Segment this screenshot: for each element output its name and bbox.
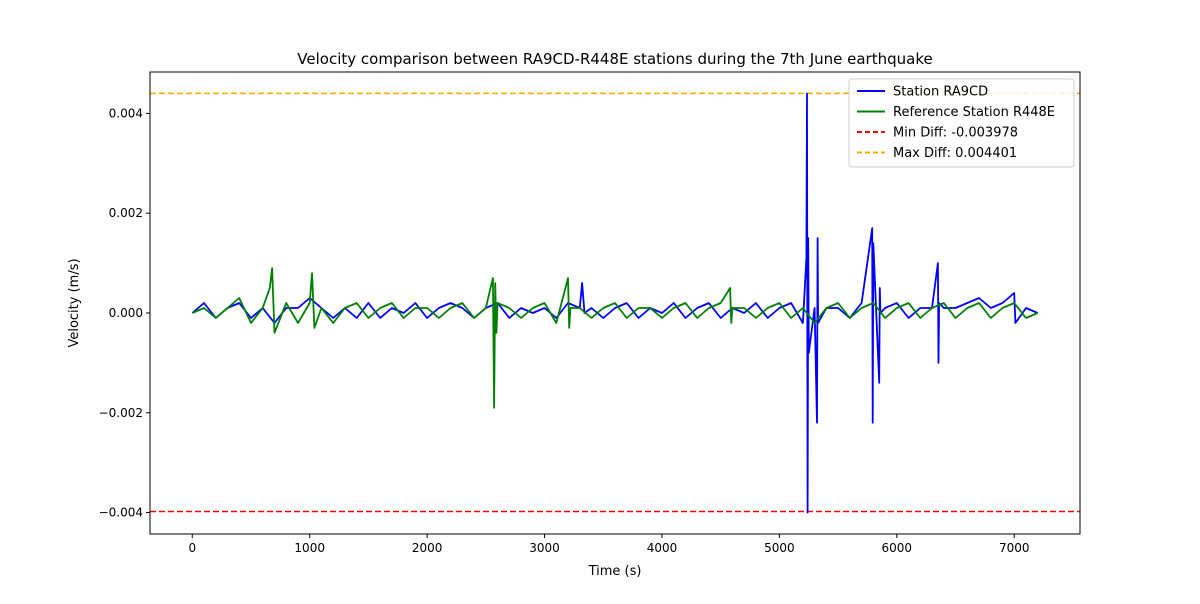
legend-entry-station-ra9cd: Station RA9CD xyxy=(857,85,988,100)
y-tick-label: −0.004 xyxy=(99,506,143,520)
legend: Station RA9CD Reference Station R448E Min … xyxy=(848,78,1075,168)
x-tick-label: 7000 xyxy=(999,541,1030,555)
legend-entry-reference-station-r448e: Reference Station R448E xyxy=(857,105,1055,120)
x-axis-label: Time (s) xyxy=(588,564,642,579)
legend-entry-max-diff: Max Diff: 0.004401 xyxy=(857,146,1017,161)
x-tick-label: 2000 xyxy=(412,541,443,555)
x-tick-label: 5000 xyxy=(764,541,795,555)
ticks-layer: 0 1000 2000 3000 4000 5000 6000 7000 −0.004 −0.00… xyxy=(99,106,1030,555)
chart-title: Velocity comparison between RA9CD-R448E … xyxy=(297,50,932,68)
y-tick-label: 0.000 xyxy=(109,306,143,320)
legend-label: Reference Station R448E xyxy=(893,105,1055,120)
legend-label: Max Diff: 0.004401 xyxy=(893,146,1017,161)
x-tick-label: 3000 xyxy=(529,541,560,555)
legend-entry-min-diff: Min Diff: -0.003978 xyxy=(857,126,1018,141)
y-tick-label: 0.004 xyxy=(109,106,143,120)
x-tick-label: 6000 xyxy=(882,541,913,555)
series-line-station-ra9cd xyxy=(191,92,1039,514)
x-tick-label: 4000 xyxy=(647,541,678,555)
series-line-reference-station-r448e xyxy=(191,267,1039,409)
legend-label: Station RA9CD xyxy=(893,85,988,100)
plot-frame xyxy=(149,71,1081,535)
y-axis-label: Velocity (m/s) xyxy=(67,258,82,347)
x-tick-label: 1000 xyxy=(294,541,325,555)
y-tick-label: −0.002 xyxy=(99,406,143,420)
legend-box xyxy=(848,78,1075,168)
y-tick-label: 0.002 xyxy=(109,206,143,220)
x-tick-label: 0 xyxy=(188,541,196,555)
legend-label: Min Diff: -0.003978 xyxy=(893,126,1018,141)
